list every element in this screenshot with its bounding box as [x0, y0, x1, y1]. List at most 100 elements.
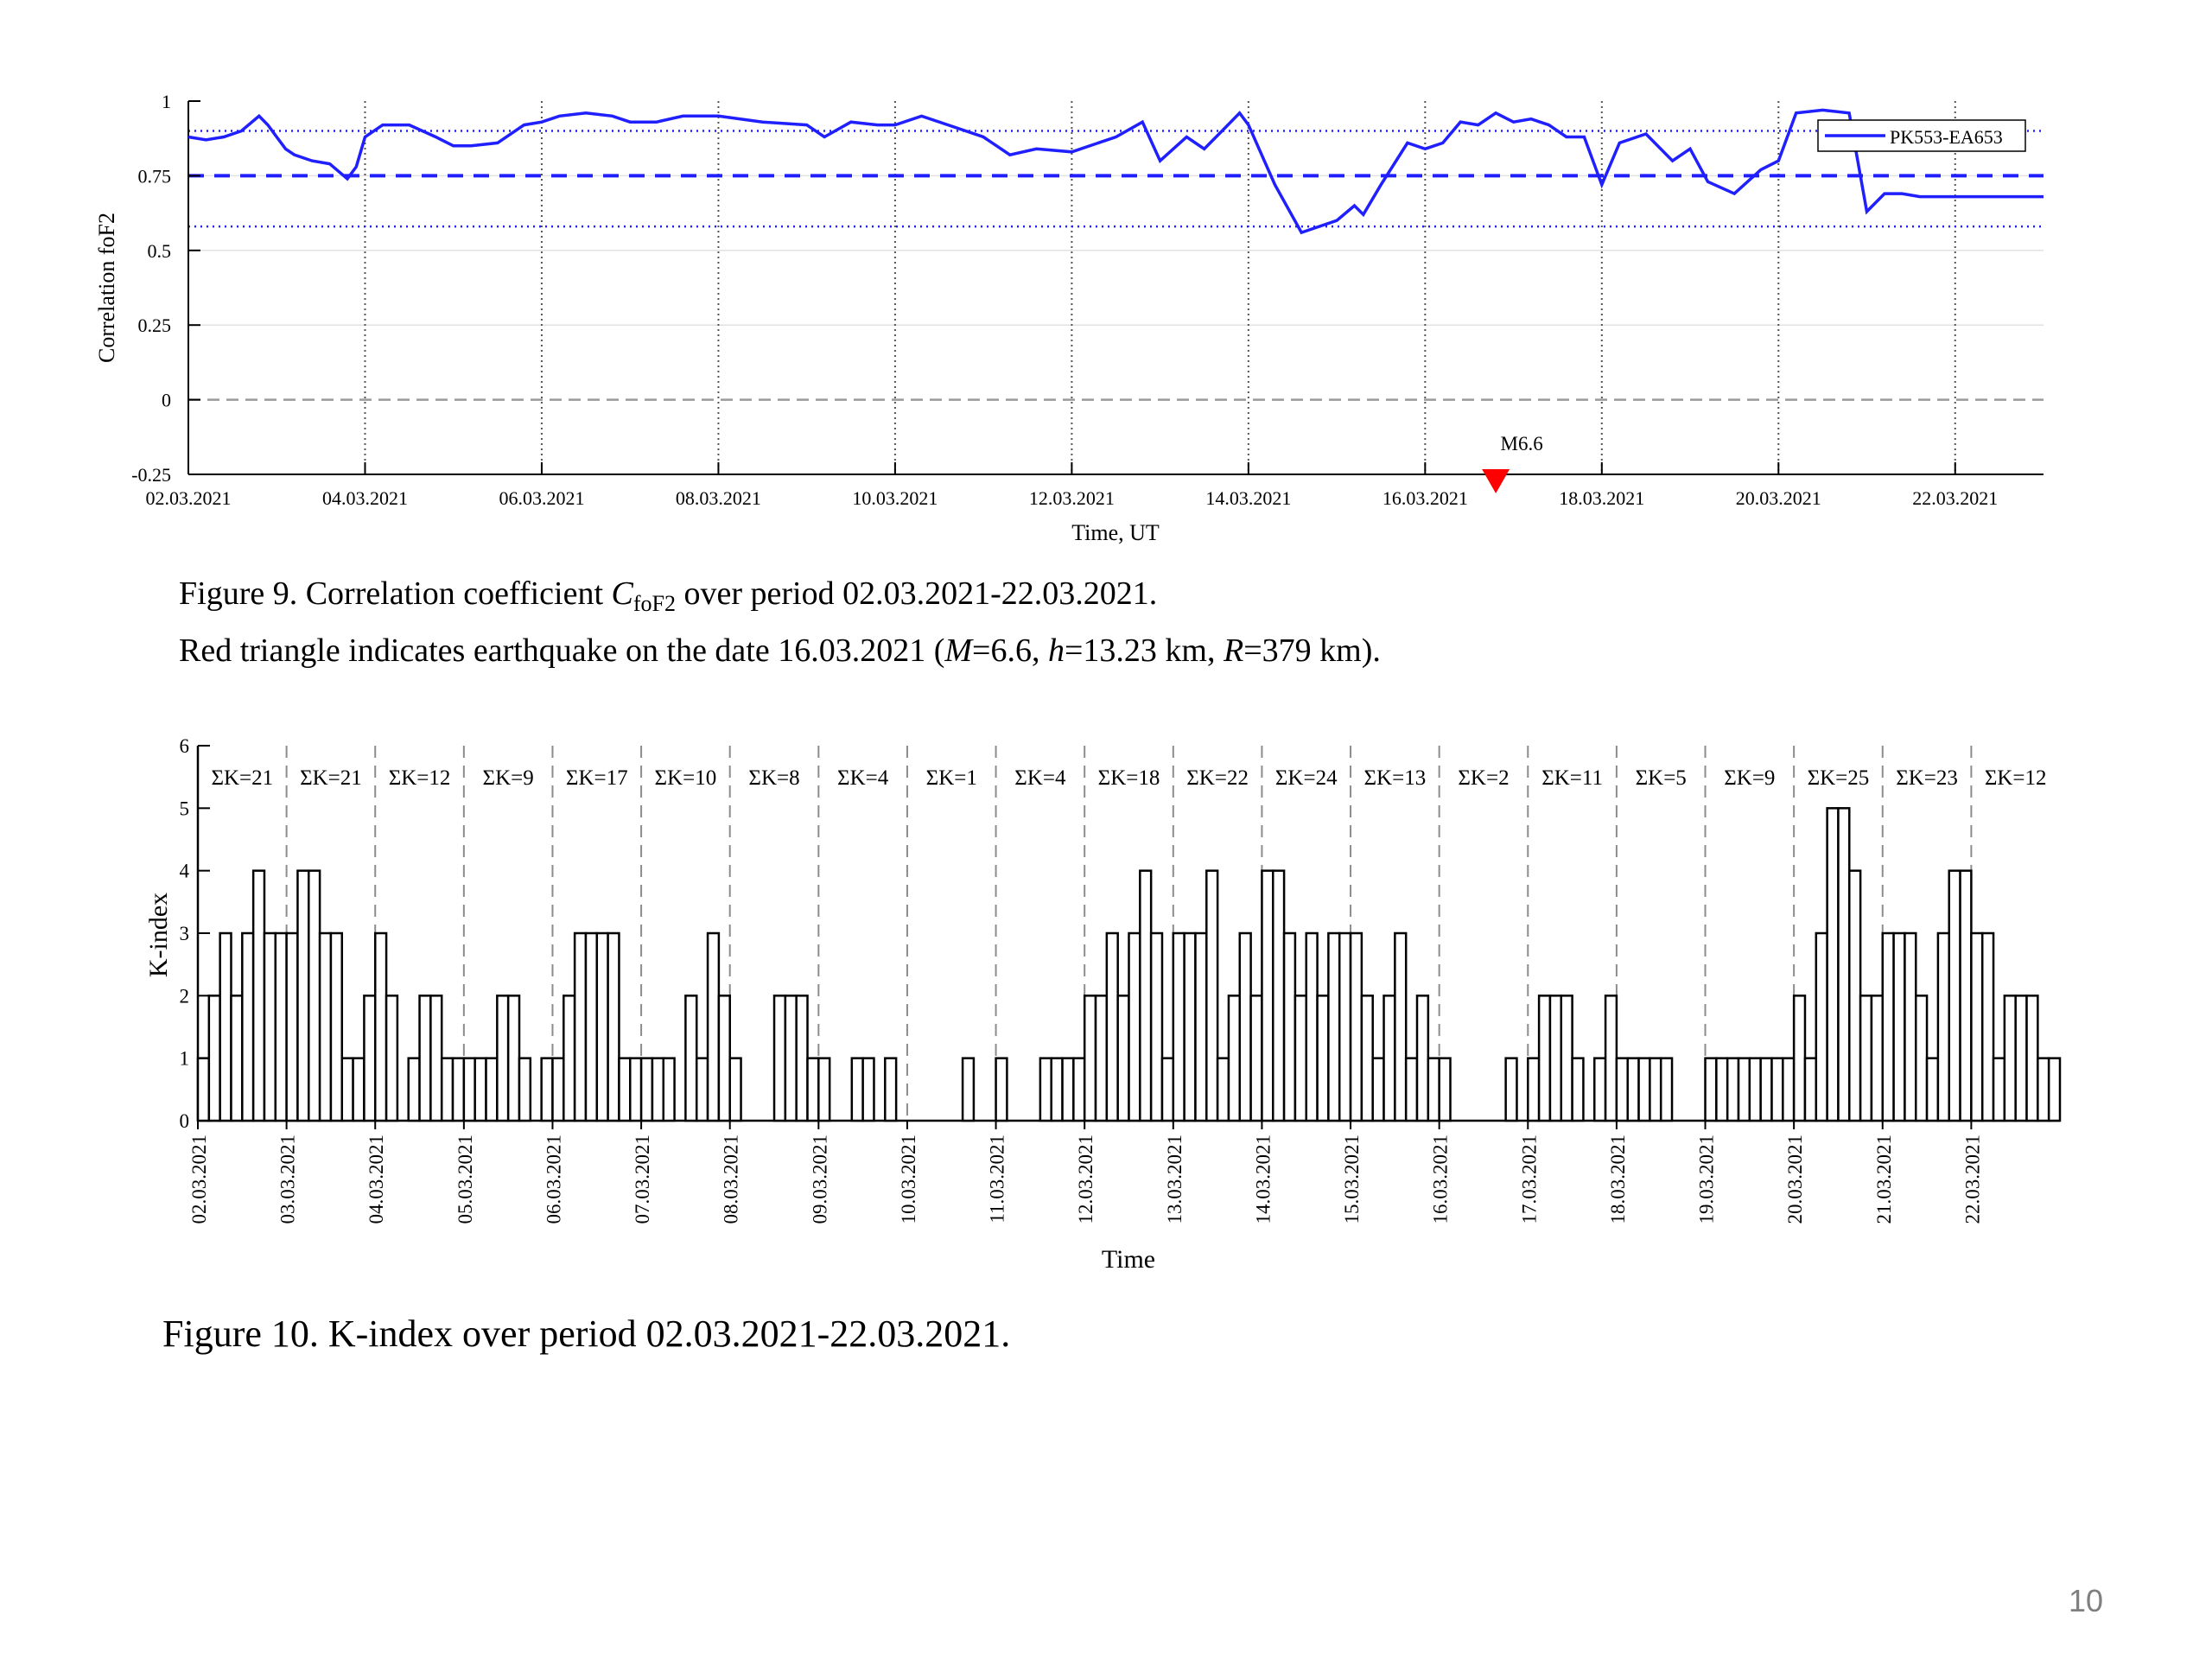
k-index-bar [1282, 931, 1297, 1122]
y-tick-label: 0.5 [148, 240, 172, 262]
day-sum-label: ΣK=4 [837, 766, 889, 790]
y-tick-label: 0.75 [138, 165, 172, 187]
k-index-bar [1427, 1057, 1440, 1122]
y-tick-label: 0.25 [138, 315, 172, 336]
day-sum-label: ΣK=10 [655, 766, 717, 790]
k-index-bar [884, 1057, 898, 1122]
k-index-bar [407, 1057, 421, 1122]
x-tick-label: 18.03.2021 [1607, 1135, 1629, 1224]
day-sum-label: ΣK=9 [1724, 766, 1775, 790]
x-tick-label: 10.03.2021 [852, 487, 938, 509]
k-index-bar [1537, 995, 1552, 1122]
y-tick-label: 1 [180, 1048, 190, 1070]
k-index-bar [1139, 869, 1153, 1122]
k-index-bar [1172, 931, 1185, 1122]
k-index-bar [506, 995, 521, 1122]
day-sum-label: ΣK=17 [566, 766, 628, 790]
k-index-bar [1770, 1057, 1784, 1122]
x-tick-label: 16.03.2021 [1430, 1135, 1452, 1224]
figure9-caption-variable: C [611, 575, 633, 612]
k-index-bar [1914, 995, 1929, 1122]
k-index-bar [1604, 995, 1618, 1122]
figure9-caption-magnitude-value: =6.6, [972, 632, 1048, 669]
x-tick-label: 21.03.2021 [1873, 1135, 1895, 1224]
k-index-bar [551, 1057, 565, 1122]
figure9-caption-distance-value: =379 km). [1243, 632, 1381, 669]
x-tick-label: 04.03.2021 [365, 1135, 387, 1224]
k-index-bar [717, 995, 731, 1122]
figure9-caption-prefix: Figure 9. Correlation coefficient [179, 575, 612, 612]
y-tick-label: 5 [180, 798, 190, 819]
x-tick-label: 02.03.2021 [188, 1135, 210, 1224]
k-index-bar [1227, 995, 1242, 1122]
x-tick-label: 18.03.2021 [1559, 487, 1644, 509]
x-tick-label: 08.03.2021 [676, 487, 761, 509]
k-index-bar [607, 931, 620, 1122]
correlation-series-line [188, 108, 2044, 235]
k-index-bar [1149, 931, 1164, 1122]
day-sum-label: ΣK=11 [1541, 766, 1603, 790]
x-tick-label: 08.03.2021 [721, 1135, 742, 1224]
y-tick-label: 0 [180, 1110, 190, 1132]
k-index-bar [230, 995, 244, 1122]
legend: PK553-EA653 [1817, 119, 2026, 152]
k-index-bar [1128, 931, 1141, 1122]
k-index-bar [440, 1057, 454, 1122]
k-index-bar [1349, 931, 1363, 1122]
day-sum-label: ΣK=13 [1363, 766, 1426, 790]
k-index-bar [1626, 1057, 1640, 1122]
k-index-bar [1061, 1057, 1075, 1122]
k-index-bar [2014, 995, 2028, 1122]
k-index-bar [1272, 869, 1286, 1122]
x-tick-label: 14.03.2021 [1205, 487, 1291, 509]
figure9-caption-distance-symbol: R [1223, 632, 1244, 669]
k-index-bar [1970, 931, 1984, 1122]
day-sum-label: ΣK=4 [1014, 766, 1066, 790]
k-index-bar [1105, 931, 1119, 1122]
k-index-bar [1404, 1057, 1419, 1122]
k-index-bar [1338, 931, 1352, 1122]
x-tick-label: 16.03.2021 [1382, 487, 1468, 509]
k-index-bar [418, 995, 432, 1122]
correlation-plot-area [188, 101, 2044, 474]
k-index-bar [518, 1057, 532, 1122]
day-sum-label: ΣK=8 [748, 766, 799, 790]
figure10-caption: Figure 10. K-index over period 02.03.202… [162, 1313, 1011, 1355]
page-number: 10 [2068, 1583, 2103, 1618]
k-index-bar [806, 1057, 820, 1122]
k-index-bar [728, 1057, 742, 1122]
k-index-bar [1072, 1057, 1086, 1122]
k-index-bar [1094, 995, 1109, 1122]
k-index-bar [1904, 931, 1917, 1122]
day-sum-label: ΣK=25 [1808, 766, 1870, 790]
k-index-bar [373, 931, 388, 1122]
k-index-bar [1748, 1057, 1762, 1122]
k-index-bar [340, 1057, 354, 1122]
k-index-bar [329, 931, 344, 1122]
figure9-caption-suffix: over period 02.03.2021-22.03.2021. [676, 575, 1158, 612]
x-tick-label: 14.03.2021 [1252, 1135, 1274, 1224]
k-index-chart: ΣK=21 ΣK=21 ΣK=12 ΣK=9 ΣK=17 ΣK=10 ΣK=8 ΣK=4 ΣK=… [144, 735, 2062, 1274]
earthquake-marker-triangle [1482, 469, 1510, 493]
k-index-bar [618, 1057, 632, 1122]
day-sum-label: ΣK=22 [1186, 766, 1249, 790]
k-index-bar [1504, 1057, 1518, 1122]
k-index-bar [2003, 995, 2017, 1122]
k-index-bar [1083, 995, 1097, 1122]
k-index-bar [651, 1057, 664, 1122]
k-index-bar [1959, 869, 1973, 1122]
k-index-bar [207, 995, 221, 1122]
k-index-bar [308, 869, 321, 1122]
day-sum-label: ΣK=5 [1636, 766, 1687, 790]
day-sum-label: ΣK=21 [300, 766, 362, 790]
k-index-bar [1848, 869, 1862, 1122]
k-index-bar [429, 995, 443, 1122]
k-index-bar [961, 1057, 976, 1122]
k-index-bar [706, 931, 721, 1122]
k-index-bar [639, 1057, 654, 1122]
y-tick-label: 1 [162, 91, 171, 112]
k-index-y-axis-label: K-index [144, 893, 173, 977]
x-tick-label: 04.03.2021 [322, 487, 408, 509]
k-index-bar [1294, 995, 1307, 1122]
day-sum-label: ΣK=12 [389, 766, 451, 790]
